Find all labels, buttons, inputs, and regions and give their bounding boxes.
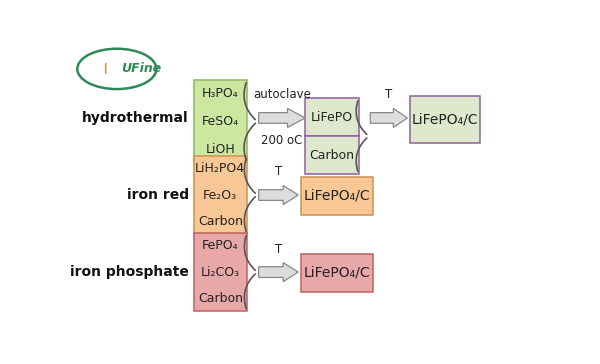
Text: UFine: UFine [121, 62, 161, 75]
Text: iron phosphate: iron phosphate [70, 265, 189, 279]
Text: LiOH: LiOH [205, 143, 235, 155]
Text: iron red: iron red [127, 188, 189, 202]
FancyBboxPatch shape [305, 136, 359, 174]
Text: LiFePO₄/C: LiFePO₄/C [303, 266, 370, 280]
FancyBboxPatch shape [305, 98, 359, 136]
Text: FeSO₄: FeSO₄ [202, 115, 239, 128]
Text: |: | [103, 63, 107, 74]
Polygon shape [259, 108, 305, 127]
Polygon shape [259, 186, 298, 205]
FancyBboxPatch shape [301, 254, 373, 292]
Text: Carbon: Carbon [310, 149, 355, 162]
Text: LiFePO₄/C: LiFePO₄/C [412, 112, 478, 126]
Text: FePO₄: FePO₄ [202, 240, 239, 253]
Text: 200 oC: 200 oC [261, 134, 302, 147]
Text: Carbon: Carbon [198, 292, 243, 305]
Text: Fe₂O₃: Fe₂O₃ [203, 189, 238, 202]
Text: LiFePO: LiFePO [311, 111, 353, 124]
Text: LiH₂PO4: LiH₂PO4 [195, 162, 245, 175]
Text: T: T [275, 166, 282, 178]
Text: H₃PO₄: H₃PO₄ [202, 87, 239, 100]
Polygon shape [370, 108, 407, 127]
FancyBboxPatch shape [410, 95, 479, 143]
Text: LiFePO₄/C: LiFePO₄/C [303, 189, 370, 203]
Text: T: T [385, 88, 392, 102]
FancyBboxPatch shape [301, 177, 373, 215]
Text: hydrothermal: hydrothermal [82, 111, 189, 125]
Text: autoclave: autoclave [253, 88, 311, 102]
FancyBboxPatch shape [194, 156, 247, 234]
Polygon shape [259, 262, 298, 282]
Text: Carbon: Carbon [198, 215, 243, 228]
Text: Li₂CO₃: Li₂CO₃ [201, 266, 240, 278]
FancyBboxPatch shape [194, 80, 247, 163]
FancyBboxPatch shape [194, 233, 247, 311]
Text: T: T [275, 242, 282, 256]
